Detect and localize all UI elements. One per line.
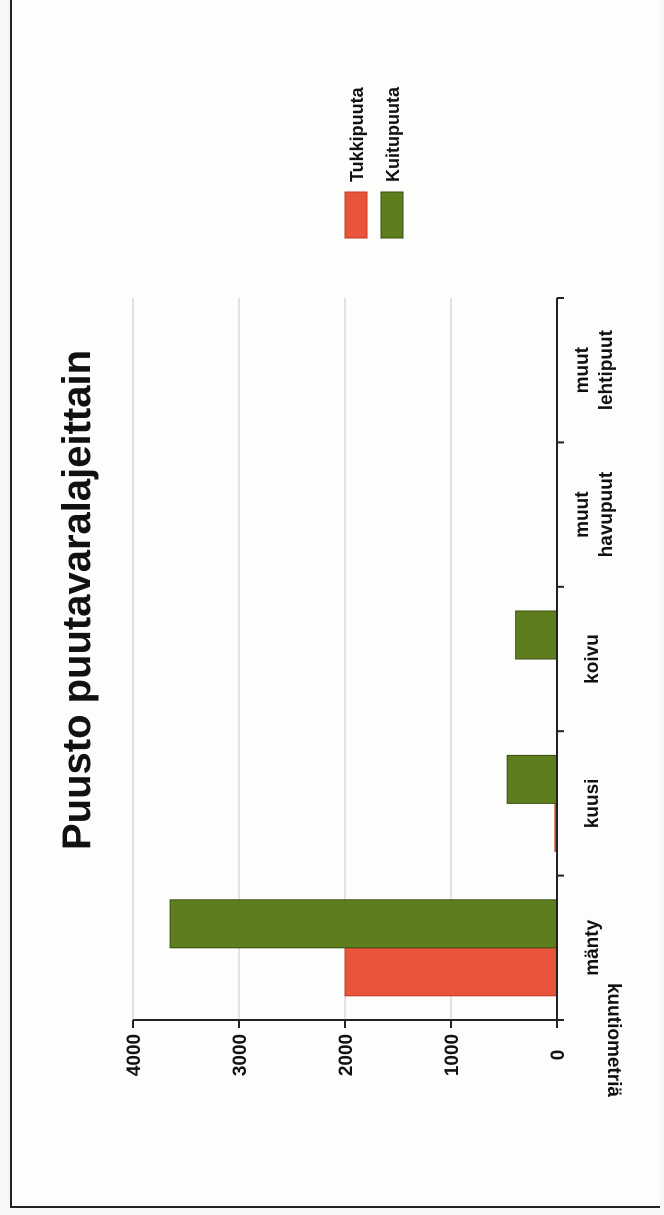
chart-title: Puusto puutavaralajeittain bbox=[55, 350, 99, 850]
bar-tukkipuuta-0 bbox=[344, 947, 558, 997]
y-axis-title: kuutiometriä bbox=[603, 983, 624, 1097]
bar-kuitupuuta-2 bbox=[515, 610, 558, 660]
legend-swatch-tukkipuuta bbox=[344, 191, 368, 239]
category-label-4-1: lehtipuut bbox=[596, 329, 617, 410]
value-tick-label-2000: 2000 bbox=[336, 1034, 357, 1076]
slide-frame bbox=[10, 0, 660, 1208]
legend-swatch-kuitupuuta bbox=[380, 191, 404, 239]
bar-kuitupuuta-1 bbox=[506, 754, 558, 804]
bars bbox=[169, 610, 558, 997]
legend-label-tukkipuuta: Tukkipuuta bbox=[347, 86, 367, 182]
value-tick-label-1000: 1000 bbox=[442, 1034, 463, 1076]
labels: Puusto puutavaralajeittain kuutiometriä … bbox=[55, 329, 624, 1097]
value-tick-label-4000: 4000 bbox=[124, 1034, 145, 1076]
category-label-3-0: muut bbox=[572, 491, 593, 538]
axes bbox=[132, 297, 564, 1028]
value-tick-label-0: 0 bbox=[548, 1050, 569, 1061]
category-label-3-1: havupuut bbox=[596, 471, 617, 557]
category-label-1-0: kuusi bbox=[582, 779, 603, 829]
category-label-0-0: mänty bbox=[582, 919, 603, 975]
category-label-4-0: muut bbox=[572, 346, 593, 393]
bar-kuitupuuta-0 bbox=[169, 899, 558, 949]
legend: Tukkipuuta Kuitupuuta bbox=[344, 86, 404, 239]
value-tick-label-3000: 3000 bbox=[230, 1034, 251, 1076]
category-label-2-0: koivu bbox=[582, 634, 603, 684]
legend-label-kuitupuuta: Kuitupuuta bbox=[383, 86, 403, 182]
